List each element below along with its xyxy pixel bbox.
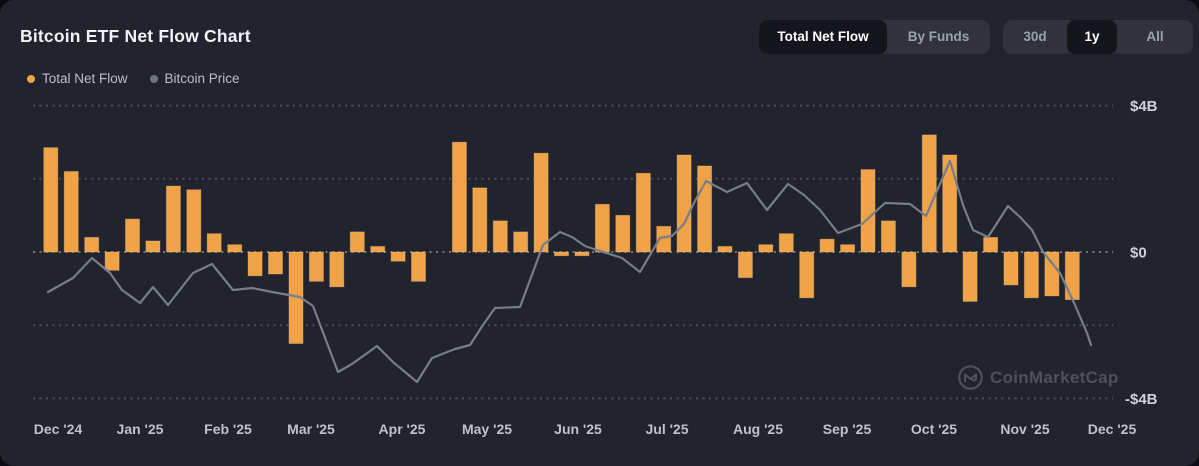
net-flow-bar[interactable] <box>615 214 631 253</box>
legend-label-bitcoin-price: Bitcoin Price <box>164 71 240 86</box>
net-flow-bar[interactable] <box>737 251 753 279</box>
net-flow-bar[interactable] <box>43 147 59 253</box>
watermark: CoinMarketCap <box>957 364 1119 391</box>
x-axis-tick-label: Sep '25 <box>823 421 872 437</box>
net-flow-bar[interactable] <box>63 171 79 253</box>
coinmarketcap-logo-icon <box>958 365 983 390</box>
net-flow-dot-icon <box>27 74 35 83</box>
range-toggle: 30d 1y All <box>1003 20 1193 54</box>
net-flow-bar[interactable] <box>411 251 426 282</box>
net-flow-bar[interactable] <box>1044 251 1060 297</box>
x-axis-tick-label: Jul '25 <box>645 421 688 437</box>
bitcoin-price-line-group <box>46 159 1093 384</box>
net-flow-bar[interactable] <box>227 244 243 253</box>
net-flow-bar[interactable] <box>554 251 569 257</box>
net-flow-bar[interactable] <box>676 154 692 253</box>
net-flow-bar[interactable] <box>268 251 283 275</box>
net-flow-bar[interactable] <box>125 218 140 253</box>
y-axis-tick-label: $0 <box>1130 245 1147 262</box>
x-axis-tick-label: Aug '25 <box>733 421 783 437</box>
net-flow-bar[interactable] <box>186 189 202 253</box>
net-flow-bar[interactable] <box>697 165 713 253</box>
y-axis-labels-group: $4B $0 -$4B <box>1125 98 1158 408</box>
x-axis-tick-label: Nov '25 <box>1000 421 1049 437</box>
net-flow-bar[interactable] <box>370 246 386 253</box>
net-flow-bar[interactable] <box>942 154 958 253</box>
range-all[interactable]: All <box>1117 20 1193 54</box>
x-axis-tick-label: Feb '25 <box>204 421 252 437</box>
net-flow-bar[interactable] <box>349 231 365 253</box>
watermark-text: CoinMarketCap <box>990 367 1119 387</box>
view-toggle: Total Net Flow By Funds <box>759 20 990 54</box>
net-flow-bar[interactable] <box>921 134 937 253</box>
net-flow-bar[interactable] <box>513 231 529 253</box>
net-flow-bar[interactable] <box>165 185 181 253</box>
net-flow-bar[interactable] <box>329 251 345 288</box>
bitcoin-price-dot-icon <box>149 74 158 83</box>
net-flow-bar[interactable] <box>574 251 590 257</box>
net-flow-bar[interactable] <box>594 203 610 253</box>
y-axis-tick-label: $4B <box>1130 98 1158 115</box>
net-flow-bar[interactable] <box>635 172 651 253</box>
net-flow-bar[interactable] <box>717 246 733 253</box>
page-title: Bitcoin ETF Net Flow Chart <box>20 26 251 46</box>
x-axis-tick-label: Oct '25 <box>911 421 957 437</box>
x-axis-tick-label: May '25 <box>462 421 512 437</box>
net-flow-bar[interactable] <box>206 233 222 253</box>
net-flow-bar[interactable] <box>962 251 978 302</box>
range-1y[interactable]: 1y <box>1067 20 1117 54</box>
net-flow-bar[interactable] <box>308 251 324 282</box>
x-axis-tick-label: Jun '25 <box>554 421 602 437</box>
legend-label-net-flow: Total Net Flow <box>42 71 128 86</box>
net-flow-bar[interactable] <box>880 220 896 253</box>
net-flow-bar[interactable] <box>819 238 835 253</box>
net-flow-bar[interactable] <box>472 187 488 253</box>
range-30d[interactable]: 30d <box>1003 20 1067 54</box>
toggle-by-funds[interactable]: By Funds <box>887 20 990 54</box>
x-axis-tick-label: Mar '25 <box>287 421 335 437</box>
net-flow-bar[interactable] <box>390 251 406 262</box>
net-flow-bar[interactable] <box>492 220 508 253</box>
net-flow-bar[interactable] <box>656 225 672 253</box>
net-flow-bar[interactable] <box>533 152 549 253</box>
net-flow-bar[interactable] <box>247 251 263 277</box>
x-axis-labels-group: Dec '24 Jan '25 Feb '25 Mar '25 Apr '25 May '… <box>34 421 1137 437</box>
net-flow-bars-group <box>43 134 1080 344</box>
x-axis-tick-label: Dec '24 <box>34 421 83 437</box>
chart-legend: Total Net Flow Bitcoin Price <box>27 71 240 86</box>
gridlines-group <box>33 104 1113 400</box>
net-flow-bar[interactable] <box>983 236 999 253</box>
net-flow-bar[interactable] <box>1023 251 1039 299</box>
net-flow-bar[interactable] <box>451 141 467 253</box>
net-flow-bar[interactable] <box>84 236 100 253</box>
net-flow-bar[interactable] <box>901 251 917 288</box>
net-flow-bar[interactable] <box>145 240 161 253</box>
net-flow-bar[interactable] <box>840 244 856 253</box>
x-axis-tick-label: Apr '25 <box>379 421 426 437</box>
chart-controls: Total Net Flow By Funds 30d 1y All <box>759 20 1193 54</box>
y-axis-tick-label: -$4B <box>1125 391 1158 408</box>
legend-item-bitcoin-price[interactable]: Bitcoin Price <box>149 71 240 86</box>
bitcoin-price-line[interactable] <box>46 159 1093 384</box>
net-flow-bar[interactable] <box>758 244 774 253</box>
x-axis-tick-label: Dec '25 <box>1088 421 1137 437</box>
net-flow-bar[interactable] <box>799 251 815 299</box>
x-axis-tick-label: Jan '25 <box>117 421 164 437</box>
net-flow-bar[interactable] <box>104 251 120 271</box>
net-flow-bar[interactable] <box>1003 251 1019 286</box>
net-flow-bar[interactable] <box>1064 251 1080 301</box>
legend-item-total-net-flow[interactable]: Total Net Flow <box>27 71 128 86</box>
net-flow-bar[interactable] <box>778 233 794 253</box>
toggle-total-net-flow[interactable]: Total Net Flow <box>759 20 887 54</box>
net-flow-bar[interactable] <box>860 169 876 253</box>
